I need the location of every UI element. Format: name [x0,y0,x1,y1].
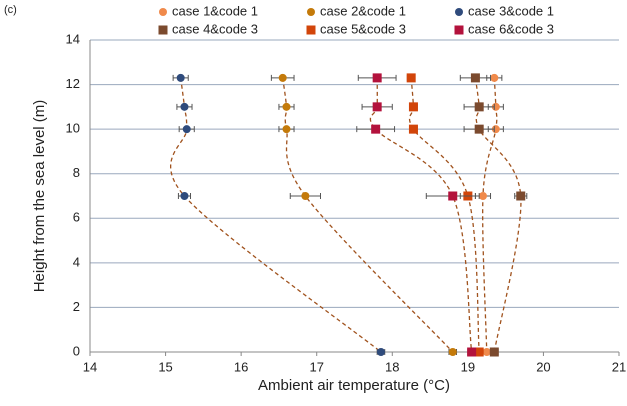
x-tick-label: 20 [536,359,550,374]
data-point [371,124,381,134]
data-point [490,73,499,82]
trend-curve [170,77,382,353]
panel-label: (c) [4,4,17,16]
trend-curve [482,77,498,353]
trend-curve [369,77,473,353]
trend-curve [474,77,522,353]
data-point [301,192,310,200]
y-tick-label: 4 [73,254,80,269]
data-point [448,348,457,356]
data-point [282,125,291,134]
legend-marker [159,8,167,16]
data-point [408,124,418,134]
trend-curve [282,77,454,353]
x-tick-label: 17 [309,359,323,374]
x-tick-label: 21 [612,359,626,374]
legend-marker [158,25,168,35]
data-point [489,347,499,357]
data-point [448,191,458,201]
x-tick-label: 15 [158,359,172,374]
data-point [474,102,484,112]
y-tick-label: 12 [66,76,80,91]
data-point [516,191,526,201]
data-point [467,347,477,357]
data-point [482,348,491,356]
y-tick-label: 10 [66,121,80,136]
x-tick-label: 16 [234,359,248,374]
y-tick-label: 2 [73,299,80,314]
data-point [372,102,382,112]
data-point [408,102,418,112]
data-point [180,192,189,200]
legend-label: case 5&code 3 [320,21,406,36]
x-tick-label: 18 [385,359,399,374]
data-point [474,124,484,134]
y-tick-label: 6 [73,210,80,225]
data-point [470,73,480,83]
x-tick-label: 14 [83,359,97,374]
legend-marker [455,8,463,16]
data-point [176,73,185,82]
x-tick-label: 19 [461,359,475,374]
data-point [180,102,189,111]
data-point [182,125,191,134]
legend-marker [454,25,464,35]
y-tick-label: 0 [73,343,80,358]
data-point [478,192,487,200]
data-point [376,348,385,356]
legend-label: case 4&code 3 [172,21,258,36]
data-point [474,347,484,357]
y-axis-title: Height from the sea level (m) [31,100,48,293]
legend-marker [307,8,315,16]
y-tick-label: 14 [66,31,80,46]
data-point [372,73,382,83]
legend-label: case 2&code 1 [320,3,406,18]
legend-label: case 1&code 1 [172,3,258,18]
x-axis-title: Ambient air temperature (°C) [258,377,450,394]
data-point [282,102,291,111]
legend-label: case 6&code 3 [468,21,554,36]
data-point [406,73,416,83]
data-point [278,73,287,82]
y-tick-label: 8 [73,165,80,180]
legend-marker [306,25,316,35]
legend-label: case 3&code 1 [468,3,554,18]
